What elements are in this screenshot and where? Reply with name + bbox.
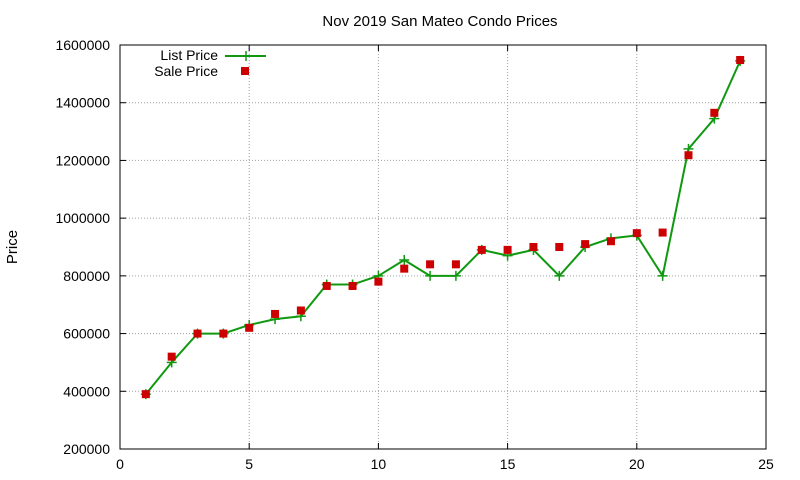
series-line-list-price (145, 60, 742, 395)
y-tick-label: 400000 (63, 383, 110, 399)
x-tick-label: 0 (116, 456, 124, 472)
point-sale-price (581, 240, 590, 249)
x-tick-label: 10 (371, 456, 387, 472)
y-tick-label: 1600000 (55, 37, 110, 53)
y-tick-label: 1200000 (55, 152, 110, 168)
point-sale-price (348, 281, 357, 290)
point-sale-price (219, 329, 228, 338)
point-sale-price (167, 352, 176, 361)
y-tick-label: 600000 (63, 326, 110, 342)
legend-marker-sale-price (241, 67, 249, 75)
point-sale-price (296, 306, 305, 315)
y-axis-label: Price (4, 230, 21, 264)
point-sale-price (529, 243, 538, 251)
point-list-price (657, 270, 668, 281)
point-sale-price (245, 323, 254, 332)
x-tick-label: 25 (758, 456, 774, 472)
legend: List Price Sale Price (154, 47, 266, 79)
point-sale-price (451, 260, 460, 269)
point-sale-price (606, 237, 615, 246)
point-sale-price (193, 329, 202, 338)
point-sale-price (141, 390, 150, 399)
legend-label-list-price: List Price (160, 47, 218, 63)
point-sale-price (374, 277, 383, 286)
y-tick-label: 200000 (63, 441, 110, 457)
x-tick-label: 20 (629, 456, 645, 472)
point-sale-price (710, 108, 719, 117)
point-sale-price (477, 245, 486, 254)
point-list-price (450, 270, 461, 281)
point-sale-price (632, 229, 641, 238)
series-layer (140, 55, 746, 400)
point-sale-price (400, 264, 409, 273)
point-sale-price (426, 260, 435, 269)
y-tick-label: 800000 (63, 268, 110, 284)
x-tick-label: 15 (500, 456, 516, 472)
point-list-price (425, 270, 436, 281)
y-tick-label: 1000000 (55, 210, 110, 226)
point-list-price (554, 270, 565, 281)
point-sale-price (271, 309, 280, 318)
point-sale-price (555, 243, 564, 251)
y-tick-label: 1400000 (55, 95, 110, 111)
point-sale-price (736, 56, 745, 65)
point-sale-price (503, 245, 512, 254)
legend-marker-list-price (241, 51, 251, 61)
x-tick-label: 5 (245, 456, 253, 472)
point-sale-price (658, 228, 667, 237)
point-list-price (399, 254, 410, 265)
plot-frame (119, 44, 767, 450)
point-sale-price (322, 281, 331, 290)
point-sale-price (684, 151, 693, 160)
legend-label-sale-price: Sale Price (154, 63, 218, 79)
chart-title: Nov 2019 San Mateo Condo Prices (322, 13, 557, 30)
